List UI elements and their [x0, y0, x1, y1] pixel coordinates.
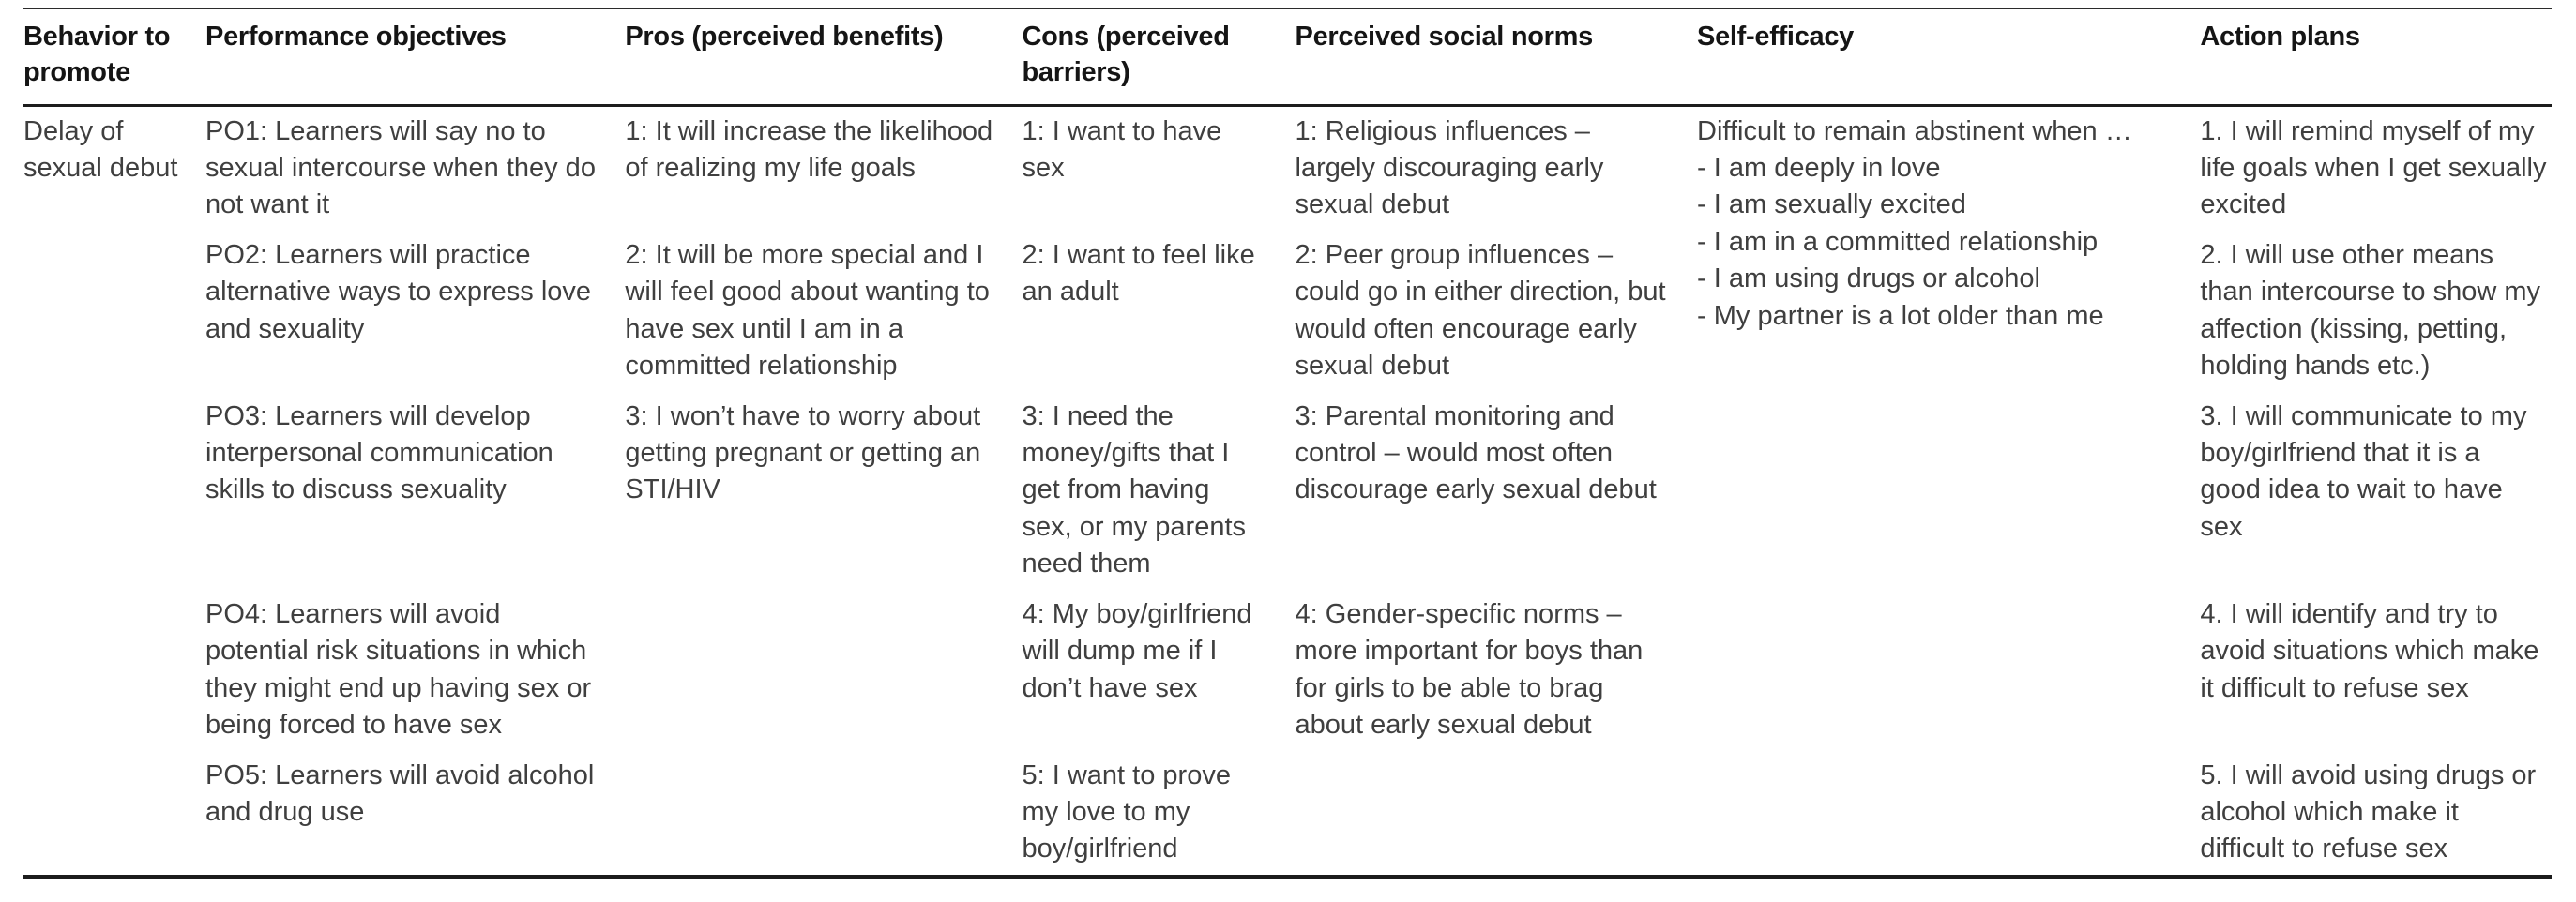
- col-header-performance-objectives: Performance objectives: [205, 8, 626, 107]
- po-cell-1: PO1: Learners will say no to sexual inte…: [205, 115, 596, 220]
- document-page: Behavior to promote Performance objectiv…: [23, 8, 2552, 879]
- norms-cell-1: 1: Religious influences – largely discou…: [1295, 115, 1604, 220]
- self-efficacy-item-4: - I am using drugs or alcohol: [1697, 263, 2040, 294]
- table-header: Behavior to promote Performance objectiv…: [23, 8, 2552, 107]
- cons-cell-2: 2: I want to feel like an adult: [1022, 239, 1255, 308]
- po-cell-4: PO4: Learners will avoid potential risk …: [205, 598, 592, 741]
- table-row-1: Delay of sexual debut PO1: Learners will…: [23, 105, 2552, 331]
- action-cell-5: 5. I will avoid using drugs or alcohol w…: [2200, 759, 2537, 864]
- action-cell-3: 3. I will communicate to my boy/girlfrie…: [2200, 400, 2527, 542]
- pros-cell-2: 2: It will be more special and I will fe…: [625, 239, 990, 382]
- action-cell-4: 4. I will identify and try to avoid situ…: [2200, 598, 2539, 703]
- table-row-4: PO4: Learners will avoid potential risk …: [23, 590, 2552, 751]
- col-header-pros: Pros (perceived benefits): [625, 8, 1023, 107]
- po-cell-2: PO2: Learners will practice alternative …: [205, 239, 592, 344]
- cons-cell-1: 1: I want to have sex: [1022, 115, 1222, 183]
- self-efficacy-item-5: - My partner is a lot older than me: [1697, 300, 2104, 331]
- col-header-action-plans: Action plans: [2200, 8, 2552, 107]
- self-efficacy-item-3: - I am in a committed relationship: [1697, 226, 2099, 257]
- norms-cell-3: 3: Parental monitoring and control – wou…: [1295, 400, 1657, 505]
- col-header-perceived-social-norms: Perceived social norms: [1295, 8, 1698, 107]
- pros-cell-5: [625, 751, 1022, 878]
- po-cell-3: PO3: Learners will develop interpersonal…: [205, 400, 553, 505]
- self-efficacy-intro: Difficult to remain abstinent when …: [1697, 115, 2132, 146]
- col-header-cons: Cons (perceived barriers): [1022, 8, 1296, 107]
- self-efficacy-item-2: - I am sexually excited: [1697, 189, 1966, 220]
- cons-cell-4: 4: My boy/girlfriend will dump me if I d…: [1022, 598, 1252, 703]
- table-row-2: PO2: Learners will practice alternative …: [23, 231, 2552, 392]
- table-row-3: PO3: Learners will develop interpersonal…: [23, 392, 2552, 590]
- table-row-5: PO5: Learners will avoid alcohol and dru…: [23, 751, 2552, 878]
- cons-cell-5: 5: I want to prove my love to my boy/gir…: [1022, 759, 1231, 864]
- behavior-cell: Delay of sexual debut: [23, 115, 178, 183]
- pros-cell-4: [625, 590, 1022, 751]
- self-efficacy-cell: Difficult to remain abstinent when … - I…: [1697, 105, 2200, 877]
- action-cell-2: 2. I will use other means than intercour…: [2200, 239, 2541, 382]
- cons-cell-3: 3: I need the money/gifts that I get fro…: [1022, 400, 1247, 579]
- intervention-matrix-table: Behavior to promote Performance objectiv…: [23, 8, 2552, 879]
- table-body: Delay of sexual debut PO1: Learners will…: [23, 105, 2552, 877]
- action-cell-1: 1. I will remind myself of my life goals…: [2200, 115, 2547, 220]
- pros-cell-1: 1: It will increase the likelihood of re…: [625, 115, 993, 183]
- self-efficacy-item-1: - I am deeply in love: [1697, 152, 1941, 183]
- norms-cell-2: 2: Peer group influences – could go in e…: [1295, 239, 1666, 382]
- po-cell-5: PO5: Learners will avoid alcohol and dru…: [205, 759, 595, 827]
- norms-cell-5: [1296, 751, 1698, 878]
- norms-cell-4: 4: Gender-specific norms – more importan…: [1295, 598, 1644, 741]
- col-header-behavior-to-promote: Behavior to promote: [23, 8, 206, 107]
- pros-cell-3: 3: I won’t have to worry about getting p…: [625, 400, 981, 505]
- header-row: Behavior to promote Performance objectiv…: [23, 8, 2552, 107]
- col-header-self-efficacy: Self-efficacy: [1697, 8, 2201, 107]
